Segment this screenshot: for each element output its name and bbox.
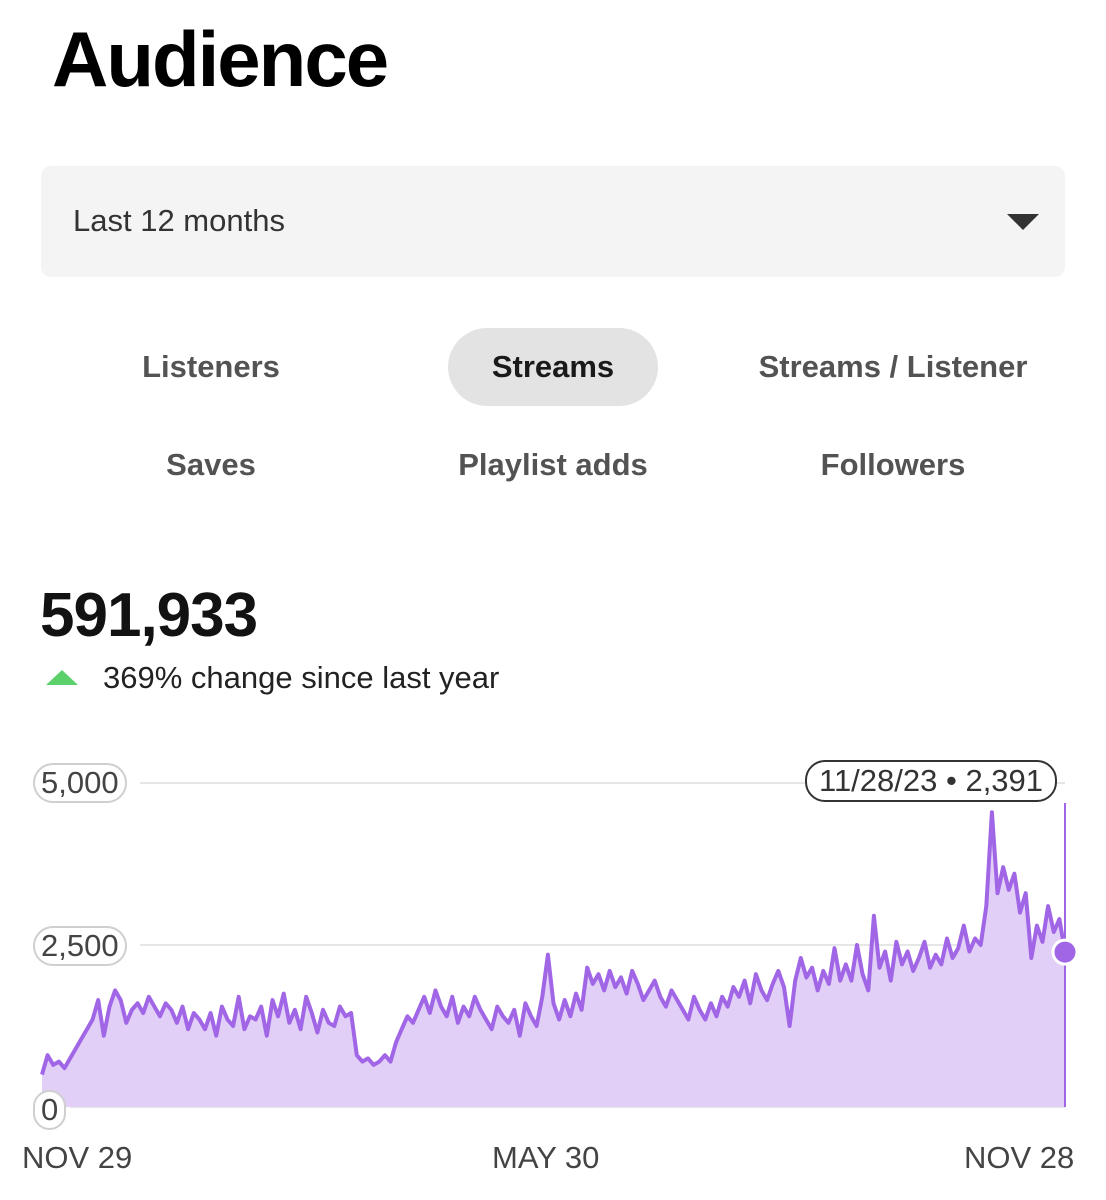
y-tick-label-mid: 2,500 — [33, 926, 127, 966]
y-tick-label-zero: 0 — [33, 1090, 67, 1130]
tab-streams-per-listener[interactable]: Streams / Listener — [758, 349, 1028, 384]
chart-tooltip: 11/28/23 • 2,391 — [805, 760, 1058, 802]
series-line — [40, 810, 1067, 1076]
page-title: Audience — [52, 15, 389, 103]
tab-saves[interactable]: Saves — [166, 447, 256, 482]
metric-tabs: Listeners Streams Streams / Listener Sav… — [41, 328, 1065, 498]
date-range-dropdown[interactable]: Last 12 months — [41, 166, 1065, 277]
tab-listeners[interactable]: Listeners — [142, 349, 280, 384]
series-area — [42, 812, 1065, 1107]
tab-streams[interactable]: Streams — [448, 328, 658, 406]
change-text: 369% change since last year — [103, 660, 500, 695]
x-tick-label-mid: MAY 30 — [492, 1140, 600, 1175]
tab-followers[interactable]: Followers — [820, 447, 966, 482]
y-tick-label-max: 5,000 — [33, 763, 127, 803]
total-streams-value: 591,933 — [40, 581, 258, 650]
date-range-value: Last 12 months — [73, 203, 285, 238]
selected-data-point — [1051, 938, 1079, 966]
x-tick-label-end: NOV 28 — [964, 1140, 1075, 1175]
x-tick-label-start: NOV 29 — [22, 1140, 133, 1175]
chevron-down-icon[interactable] — [1007, 214, 1039, 230]
streams-chart[interactable] — [0, 740, 1106, 1200]
tab-playlist-adds[interactable]: Playlist adds — [458, 447, 648, 482]
trend-up-icon — [46, 670, 78, 685]
